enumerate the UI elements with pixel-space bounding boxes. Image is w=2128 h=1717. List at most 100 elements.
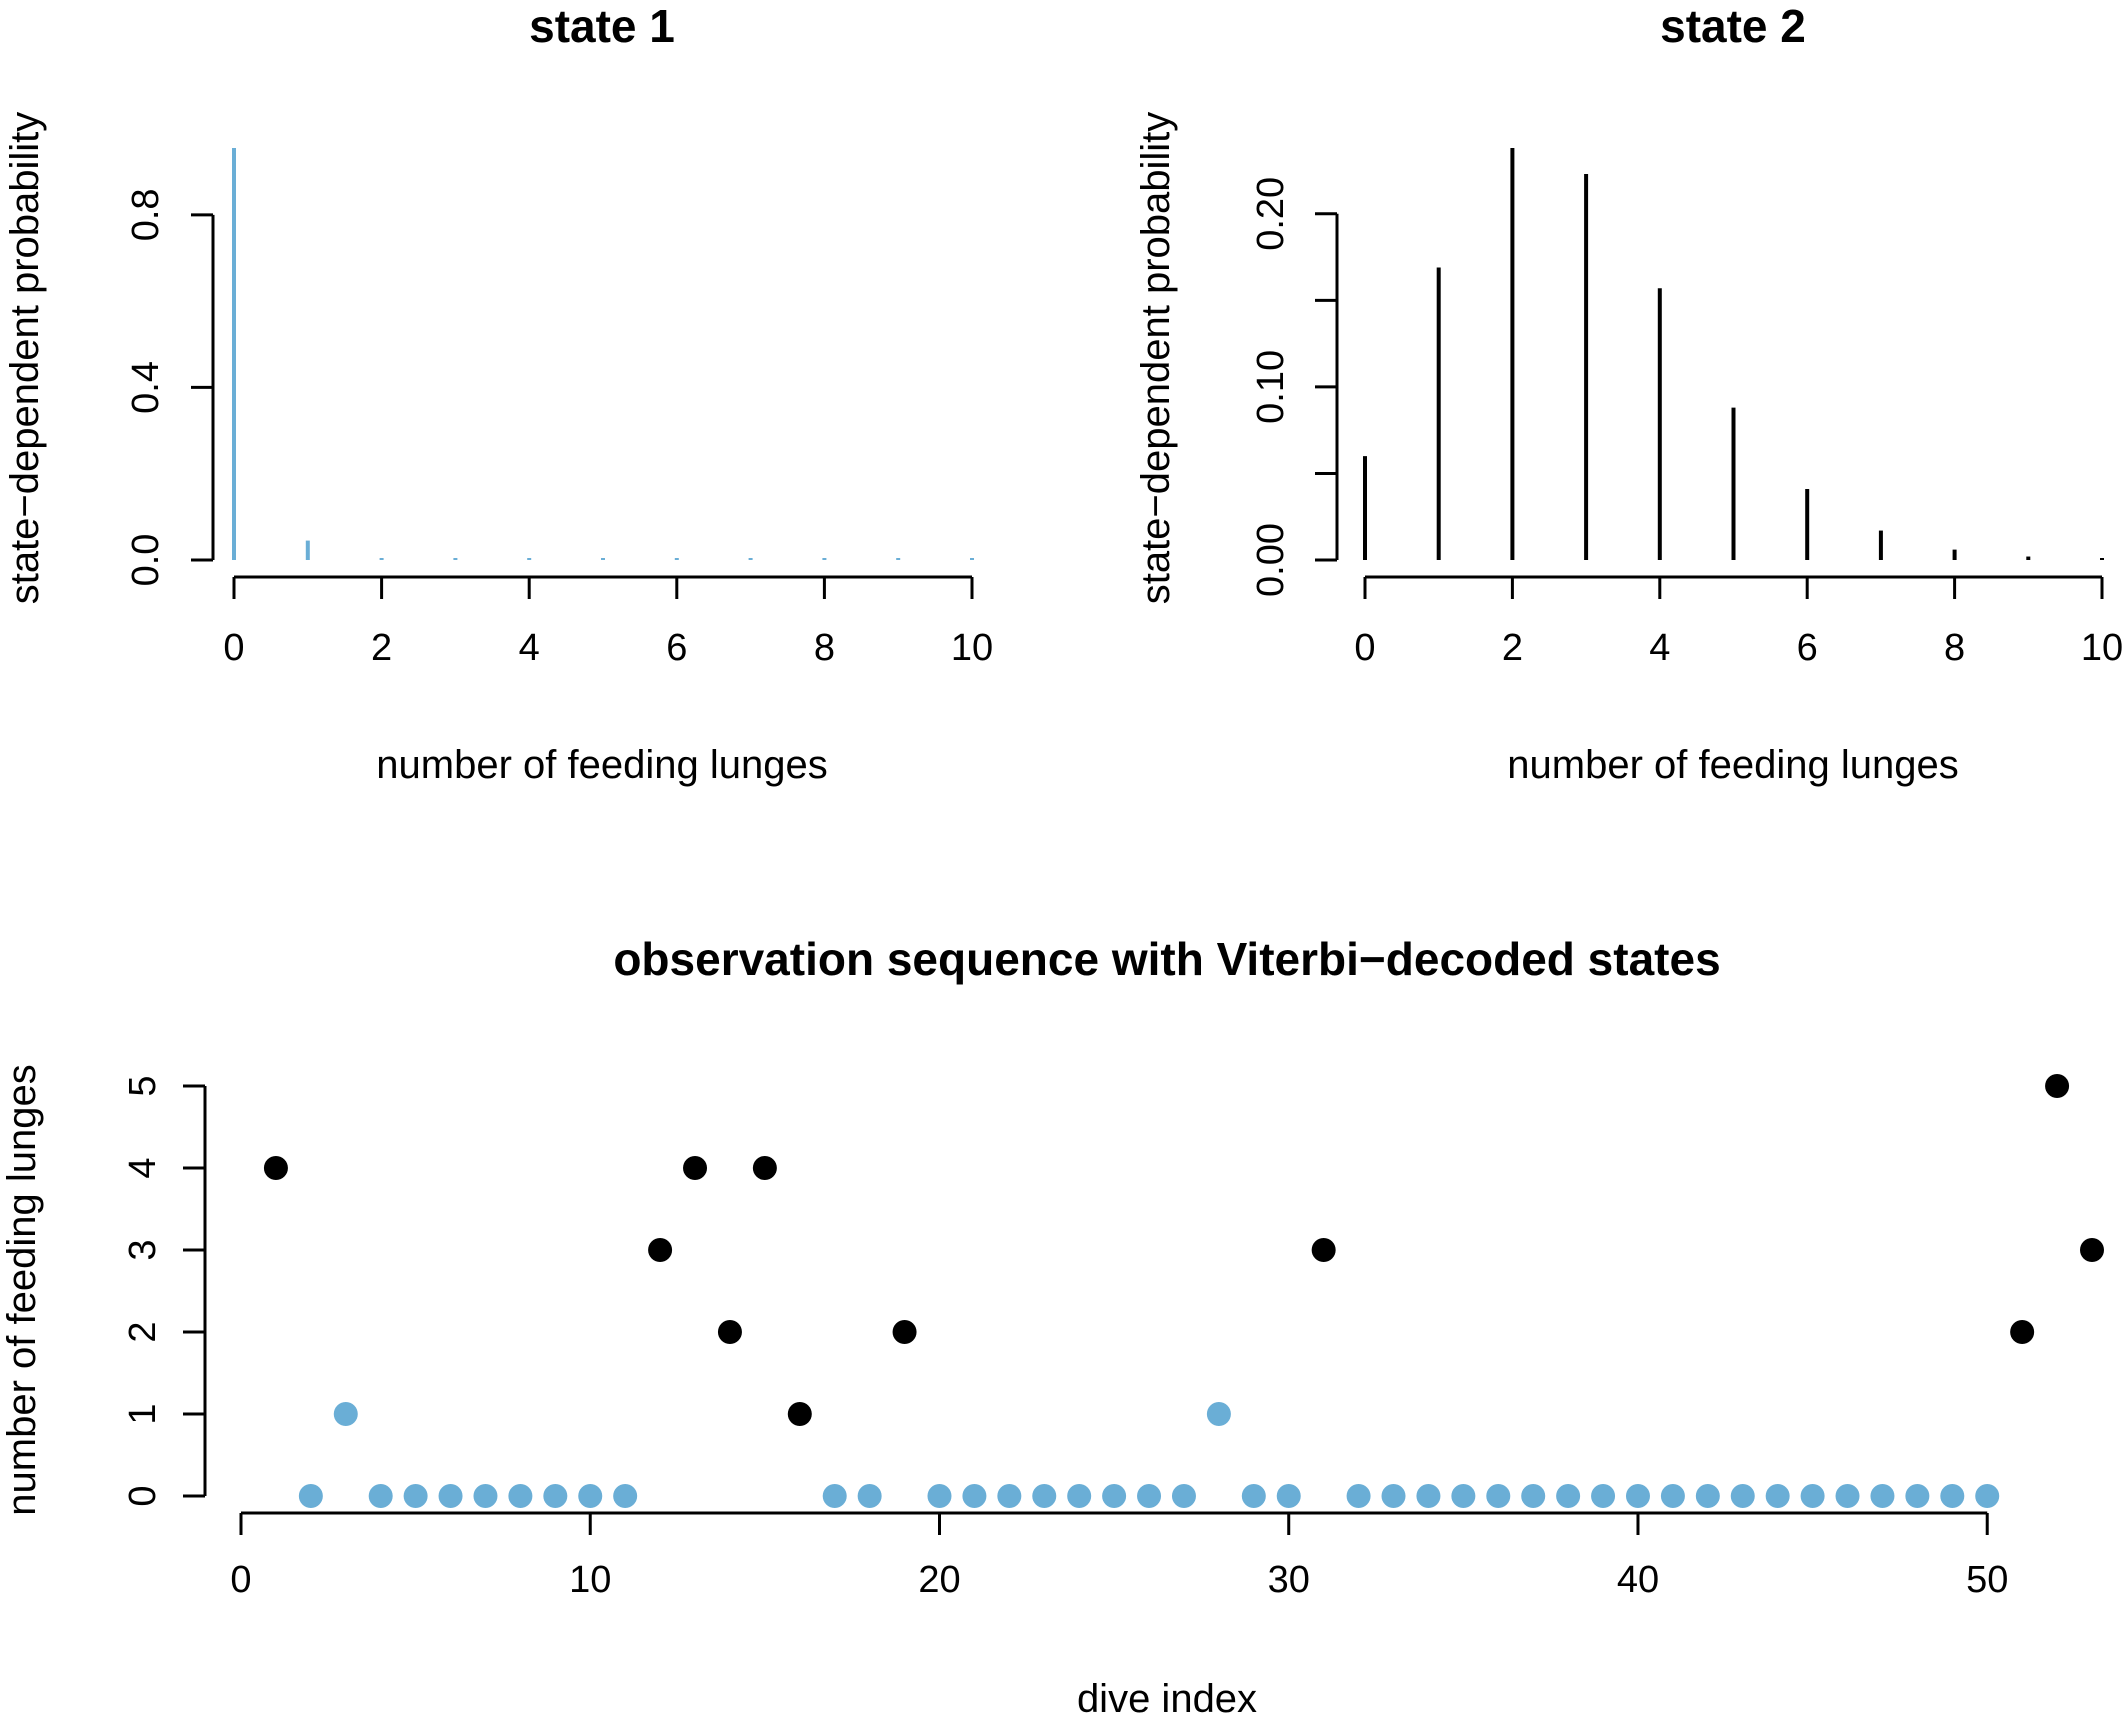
y-tick-label: 5 (122, 1075, 164, 1096)
data-point (508, 1484, 533, 1508)
data-point (298, 1484, 323, 1508)
y-tick-label: 0.10 (1250, 350, 1292, 424)
panel-state-1: state 1 number of feeding lunges state−d… (3, 0, 993, 787)
data-point (2010, 1320, 2035, 1344)
chart-title: state 2 (1660, 0, 1806, 52)
axes: 0 2 4 6 8 10 0.00 0.10 0.20 (1250, 177, 2123, 669)
y-tick-label: 2 (122, 1321, 164, 1342)
x-tick-label: 10 (951, 627, 993, 669)
x-axis-label: dive index (1077, 1677, 1257, 1717)
data-point (473, 1484, 498, 1508)
data-point (1451, 1484, 1476, 1508)
chart-title: state 1 (529, 0, 675, 52)
axes: 0 2 4 6 8 10 0.0 0.4 0.8 (125, 188, 993, 669)
data-point (752, 1156, 777, 1180)
bars (1363, 148, 2104, 560)
x-tick-label: 30 (1268, 1559, 1310, 1601)
x-tick-label: 6 (666, 627, 687, 669)
x-tick-label: 40 (1617, 1559, 1659, 1601)
data-point (1171, 1484, 1196, 1508)
data-point (1276, 1484, 1301, 1508)
data-point (333, 1402, 358, 1426)
data-point (1870, 1484, 1895, 1508)
x-tick-label: 10 (2081, 627, 2123, 669)
y-axis-label: state−dependent probability (3, 112, 47, 605)
x-tick-label: 0 (223, 627, 244, 669)
data-point (1241, 1484, 1266, 1508)
data-point (822, 1484, 847, 1508)
x-tick-label: 0 (230, 1559, 251, 1601)
data-point (1556, 1484, 1581, 1508)
panel-state-2: state 2 number of feeding lunges state−d… (1134, 0, 2123, 787)
data-point (543, 1484, 568, 1508)
y-axis-label: state−dependent probability (1134, 112, 1178, 605)
x-tick-label: 8 (814, 627, 835, 669)
data-point (2080, 1238, 2104, 1262)
data-point (962, 1484, 987, 1508)
y-tick-label: 0.20 (1250, 177, 1292, 251)
x-tick-label: 10 (569, 1559, 611, 1601)
data-point (683, 1156, 708, 1180)
y-tick-label: 0.00 (1250, 523, 1292, 597)
data-point (1695, 1484, 1720, 1508)
data-point (613, 1484, 638, 1508)
data-point (1346, 1484, 1371, 1508)
data-point (403, 1484, 428, 1508)
x-tick-label: 50 (1966, 1559, 2008, 1601)
data-point (1905, 1484, 1930, 1508)
data-point (1591, 1484, 1616, 1508)
x-tick-label: 0 (1354, 627, 1375, 669)
panel-observation-sequence: observation sequence with Viterbi−decode… (0, 933, 2104, 1717)
data-point (1625, 1484, 1650, 1508)
data-point (368, 1484, 393, 1508)
data-point (1730, 1484, 1755, 1508)
y-tick-label: 4 (122, 1157, 164, 1178)
data-point (1835, 1484, 1860, 1508)
y-tick-label: 0 (122, 1485, 164, 1506)
data-point (927, 1484, 952, 1508)
y-tick-label: 1 (122, 1403, 164, 1424)
data-point (1067, 1484, 1092, 1508)
data-point (892, 1320, 917, 1344)
data-point (997, 1484, 1022, 1508)
data-point (2045, 1074, 2070, 1098)
data-point (1800, 1484, 1825, 1508)
data-point (1940, 1484, 1965, 1508)
x-tick-label: 2 (1502, 627, 1523, 669)
data-point (717, 1320, 742, 1344)
y-tick-label: 0.4 (125, 361, 167, 414)
data-point (787, 1402, 812, 1426)
data-point (1765, 1484, 1790, 1508)
y-tick-label: 0.0 (125, 534, 167, 587)
y-axis-label: number of feeding lunges (0, 1064, 44, 1515)
y-tick-label: 0.8 (125, 188, 167, 241)
x-tick-label: 20 (918, 1559, 960, 1601)
data-point (1975, 1484, 2000, 1508)
x-tick-label: 8 (1944, 627, 1965, 669)
data-point (1032, 1484, 1057, 1508)
x-axis-label: number of feeding lunges (1507, 743, 1958, 787)
x-tick-label: 4 (1649, 627, 1670, 669)
data-point (1416, 1484, 1441, 1508)
data-point (1311, 1238, 1336, 1262)
x-tick-label: 2 (371, 627, 392, 669)
data-point (1381, 1484, 1406, 1508)
data-point (1521, 1484, 1546, 1508)
data-point (1660, 1484, 1685, 1508)
chart-title: observation sequence with Viterbi−decode… (613, 933, 1720, 985)
points (263, 1074, 2104, 1508)
data-point (263, 1156, 288, 1180)
bars (232, 148, 974, 560)
axes: 0 10 20 30 40 50 0 1 2 3 4 5 (122, 1075, 2008, 1601)
x-axis-label: number of feeding lunges (376, 743, 827, 787)
x-tick-label: 4 (519, 627, 540, 669)
data-point (857, 1484, 882, 1508)
data-point (1137, 1484, 1162, 1508)
data-point (1206, 1402, 1231, 1426)
data-point (1486, 1484, 1511, 1508)
data-point (438, 1484, 463, 1508)
y-tick-label: 3 (122, 1239, 164, 1260)
x-tick-label: 6 (1797, 627, 1818, 669)
data-point (1102, 1484, 1127, 1508)
